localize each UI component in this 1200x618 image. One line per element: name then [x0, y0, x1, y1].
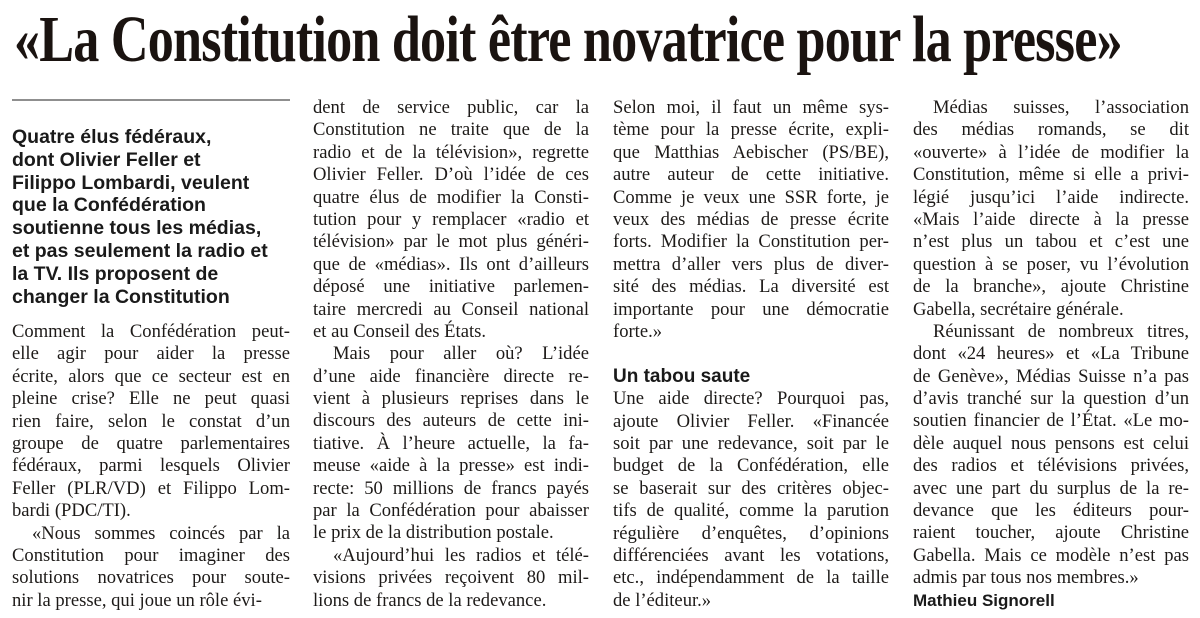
body-text-line: budget de la Confédération, elle: [613, 455, 889, 477]
body-text-line: autre auteur de cette initiative.: [613, 164, 889, 186]
body-text-line: tifs de qualité, comme la parution: [613, 500, 889, 522]
body-text-line: de l’éditeur.»: [613, 589, 712, 611]
lead-line: Quatre élus fédéraux,: [12, 126, 212, 148]
lead-line: et pas seulement la radio et: [12, 239, 268, 262]
body-text-line: meuse «aide à la presse» est indi-: [313, 455, 589, 477]
body-text-line: Feller (PLR/VD) et Filippo Lom-: [12, 477, 290, 499]
lead-line: que la Confédération: [12, 194, 206, 217]
body-text-line: groupe de quatre parlementaires: [12, 432, 290, 454]
body-text-line: Olivier Feller. D’où l’idée de ces: [313, 164, 589, 186]
body-text-line: tiative. À l’heure actuelle, la fa-: [313, 432, 589, 454]
body-text-line: Gabella, secrétaire générale.: [913, 298, 1124, 320]
body-text-line: discours des auteurs de cette ini-: [313, 410, 589, 432]
body-text-line: dent de service public, car la: [313, 97, 589, 118]
headline: «La Constitution doit être novatrice pou…: [14, 3, 1123, 76]
body-text-line: Une aide directe? Pourquoi pas,: [613, 388, 889, 410]
body-text-line: radio et de la télévision», regrette: [313, 141, 589, 163]
body-text-line: «Mais l’aide directe à la presse: [913, 208, 1189, 230]
lead-line: changer la Constitution: [12, 285, 230, 308]
subheading: Un tabou saute: [613, 366, 751, 388]
body-text-line: veux des médias de presse écrite: [613, 208, 889, 230]
body-text-line: se baserait sur des critères objec-: [613, 477, 889, 499]
body-text-line: de Genève», Médias Suisse n’a pas: [913, 365, 1189, 387]
body-text-line: dèle auquel nous pensons est celui: [913, 432, 1189, 454]
body-text-line: régulière d’enquêtes, d’opinions: [613, 522, 889, 544]
lead-paragraph: Quatre élus fédéraux, dont Olivier Feller…: [12, 126, 292, 308]
body-text-line: n’est plus un tabou et c’est une: [913, 231, 1189, 253]
article-column-4: Médias suisses, l’association des médias …: [913, 97, 1189, 612]
body-text-line: déposé une initiative parlemen-: [313, 276, 589, 298]
body-text-line: forts. Modifier la Constitution per-: [613, 231, 889, 253]
body-text-line: raient toucher, ajoute Christine: [913, 522, 1189, 544]
body-text-line: «ouverte» à l’idée de modifier la: [913, 141, 1189, 163]
body-text-line: tution pour y remplacer «radio et: [313, 208, 589, 230]
body-text-line: Réunissant de nombreux titres,: [933, 320, 1189, 342]
lead-line: la TV. Ils proposent de: [12, 262, 219, 285]
body-text-line: rien faire, selon le constat d’un: [12, 410, 290, 432]
body-text-line: question à se poser, vu l’évolution: [913, 253, 1189, 275]
body-text-line: soit par une redevance, soit par le: [613, 433, 889, 455]
body-text-line: vient à plusieurs reprises dans le: [313, 388, 589, 410]
article-column-2: dent de service public, car la Constituti…: [313, 97, 589, 612]
lead-divider: [12, 99, 290, 101]
body-text-line: des médias romands, se dit: [913, 119, 1189, 141]
body-text-line: solutions novatrices pour soute-: [12, 567, 290, 589]
body-text-line: etc., indépendamment de la taille: [613, 567, 889, 589]
body-text-line: taire mercredi au Conseil national: [313, 298, 589, 320]
body-text-line: recte: 50 millions de francs payés: [313, 477, 589, 499]
body-text-line: dont «24 heures» et «La Tribune: [913, 343, 1189, 365]
body-text-line: mettra d’aller vers plus de diver-: [613, 253, 889, 275]
body-text-line: que de «médias». Ils ont d’ailleurs: [313, 253, 589, 275]
body-text-line: admis par tous nos membres.»: [913, 567, 1139, 589]
body-text-line: importante pour une démocratie: [613, 298, 889, 320]
body-text-line: le prix de la distribution postale.: [313, 522, 554, 544]
body-text-line: avec une part du surplus de la re-: [913, 477, 1189, 499]
body-text-line: soutien financier de l’État. «Le mo-: [913, 410, 1189, 432]
body-text-line: Mais pour aller où? L’idée: [333, 343, 589, 365]
body-text-line: de la branche», ajoute Christine: [913, 276, 1189, 298]
body-text-line: fédéraux, parmi lesquels Olivier: [12, 455, 290, 477]
body-text-line: des radios et télévisions privées,: [913, 455, 1189, 477]
body-text-line: Constitution ne traite que de la: [313, 119, 589, 141]
body-text-line: ajoute Olivier Feller. «Financée: [613, 410, 889, 432]
body-text-line: Comme je veux une SSR forte, je: [613, 186, 889, 208]
body-text-line: par la Confédération pour abaisser: [313, 500, 589, 522]
body-text-line: légié jusqu’ici l’aide indirecte.: [913, 186, 1189, 208]
body-text-line: Constitution, même si elle a privi-: [913, 164, 1189, 186]
body-text-line: pleine crise? Elle ne peut quasi: [12, 388, 290, 410]
body-text-line: Constitution pour imaginer des: [12, 544, 290, 566]
lead-line: soutienne tous les médias,: [12, 217, 262, 240]
body-text-line: Comment la Confédération peut-: [12, 321, 290, 342]
body-text-line: tème pour la presse écrite, expli-: [613, 119, 889, 141]
body-text-line: Selon moi, il faut un même sys-: [613, 97, 889, 118]
body-text-line: que Matthias Aebischer (PS/BE),: [613, 141, 889, 163]
body-text-line: devance que les éditeurs pour-: [913, 500, 1189, 522]
body-text-line: lions de francs de la redevance.: [313, 589, 547, 611]
body-text-line: télévision» par le mot plus généri-: [313, 231, 589, 253]
body-text-line: forte.»: [613, 320, 663, 342]
lead-line: Filippo Lombardi, veulent: [12, 171, 250, 194]
body-text-line: d’avis tranché sur la question d’un: [913, 388, 1189, 410]
body-text-line: elle agir pour aider la presse: [12, 343, 290, 365]
body-text-line: «Aujourd’hui les radios et télé-: [333, 544, 589, 566]
article-column-3: Selon moi, il faut un même sys-tème pour…: [613, 97, 889, 612]
article-column-1: Comment la Confédération peut-elle agir …: [12, 321, 290, 612]
body-text-line: «Nous sommes coincés par la: [32, 522, 290, 544]
body-text-line: bardi (PDC/TI).: [12, 500, 131, 522]
body-text-line: visions privées reçoivent 80 mil-: [313, 567, 589, 589]
body-text-line: sité des médias. La diversité est: [613, 276, 889, 298]
body-text-line: nir la presse, qui joue un rôle évi-: [12, 589, 262, 611]
author-byline: Mathieu Signorell: [913, 590, 1055, 610]
lead-line: dont Olivier Feller et: [12, 148, 201, 171]
body-text-line: quatre élus de modifier la Consti-: [313, 186, 589, 208]
body-text-line: Gabella. Mais ce modèle n’est pas: [913, 544, 1189, 566]
body-text-line: écrite, alors que ce secteur est en: [12, 365, 290, 387]
body-text-line: et au Conseil des États.: [313, 320, 486, 342]
body-text-line: Médias suisses, l’association: [933, 97, 1189, 118]
body-text-line: d’une aide financière directe re-: [313, 365, 589, 387]
body-text-line: différenciées avant les votations,: [613, 545, 889, 567]
